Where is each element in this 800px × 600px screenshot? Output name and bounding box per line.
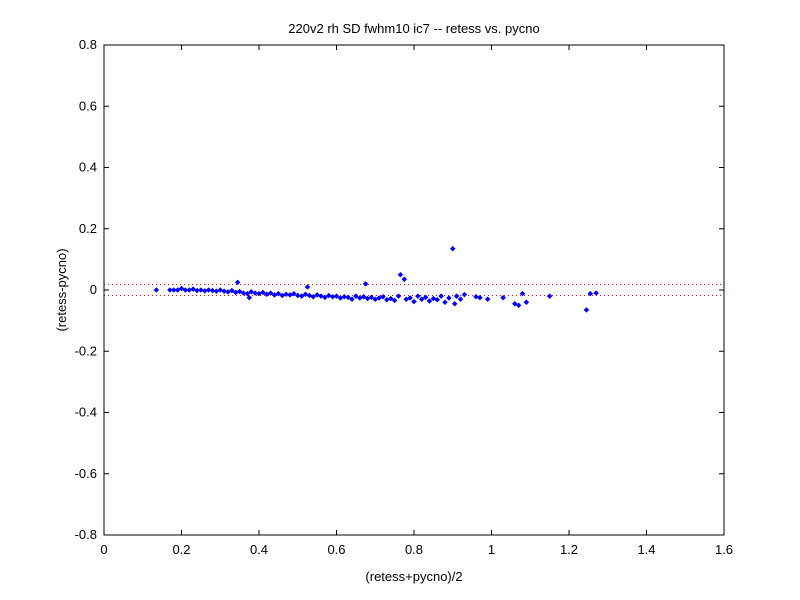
data-point (360, 293, 367, 300)
y-tick-label: 0 (90, 282, 97, 297)
data-point (260, 289, 266, 296)
x-axis-label: (retess+pycno)/2 (365, 569, 462, 584)
y-tick-label: -0.2 (75, 343, 97, 358)
y-tick-label: 0.8 (79, 37, 97, 52)
data-point (291, 290, 297, 297)
data-point (304, 284, 311, 290)
y-tick-label: 0.6 (79, 98, 97, 113)
data-point (395, 293, 402, 299)
data-point (229, 287, 235, 294)
reference-lines (104, 283, 724, 297)
data-point (407, 295, 413, 301)
x-tick-label: 0.8 (405, 542, 423, 557)
x-tick-label: 0.2 (172, 542, 190, 557)
data-point (275, 290, 282, 297)
data-point (221, 288, 227, 295)
data-point (451, 300, 458, 307)
data-point (236, 288, 243, 295)
data-point (310, 293, 317, 300)
data-point (368, 294, 375, 301)
data-point (174, 287, 181, 293)
x-axis-ticks: 0 0.2 0.4 0.6 0.8 1 1.2 1.4 1.6 (100, 45, 733, 557)
data-point (434, 296, 441, 303)
data-point (411, 298, 417, 305)
data-point (252, 290, 258, 296)
y-axis-ticks: -0.8 -0.6 -0.4 -0.2 0 0.2 0.4 0.6 0.8 (75, 37, 724, 542)
data-point (246, 294, 253, 301)
y-axis-label: (retess-pycno) (54, 248, 69, 331)
data-point (387, 295, 394, 302)
x-tick-label: 0.6 (327, 542, 345, 557)
data-point (442, 299, 448, 306)
data-point (546, 293, 553, 299)
data-point (267, 290, 274, 296)
data-point (453, 293, 460, 299)
y-tick-label: 0.4 (79, 160, 97, 175)
x-tick-label: 0 (100, 542, 107, 557)
data-point (153, 287, 160, 293)
data-point (426, 298, 433, 304)
x-tick-label: 0.4 (250, 542, 268, 557)
data-point (583, 307, 590, 313)
data-point (341, 293, 348, 300)
data-point (298, 293, 305, 299)
data-point (362, 281, 369, 287)
data-point (190, 286, 196, 292)
data-point (234, 279, 241, 286)
y-tick-label: -0.6 (75, 466, 97, 481)
data-points (153, 245, 599, 313)
data-point (167, 287, 173, 293)
data-point (418, 296, 425, 303)
data-point (449, 245, 456, 252)
data-point (473, 293, 479, 300)
data-point (333, 293, 340, 299)
x-tick-label: 1.4 (637, 542, 655, 557)
data-point (240, 290, 247, 296)
data-point (209, 287, 216, 294)
data-point (477, 294, 483, 301)
data-point (391, 297, 398, 304)
data-point (178, 285, 185, 292)
y-tick-label: -0.8 (75, 527, 97, 542)
data-point (587, 290, 594, 297)
data-point (198, 287, 204, 293)
x-tick-label: 1 (488, 542, 495, 557)
y-tick-label: 0.2 (79, 221, 97, 236)
data-point (593, 290, 599, 296)
data-point (380, 293, 386, 300)
x-tick-label: 1.2 (560, 542, 578, 557)
data-point (401, 276, 408, 283)
data-point (294, 292, 301, 299)
data-point (322, 294, 328, 301)
data-point (397, 271, 404, 278)
data-point (446, 295, 452, 301)
data-point (523, 299, 530, 306)
data-point (519, 290, 526, 297)
data-point (500, 294, 506, 301)
data-point (244, 290, 251, 297)
data-point (422, 294, 429, 301)
data-point (205, 287, 212, 293)
data-point (182, 287, 189, 293)
data-point (438, 293, 444, 299)
x-tick-label: 1.6 (715, 542, 733, 557)
data-point (457, 296, 464, 303)
data-point (345, 294, 351, 301)
data-point (484, 296, 491, 303)
data-point (170, 287, 177, 293)
data-point (461, 291, 468, 298)
data-point (511, 300, 518, 307)
data-point (415, 293, 421, 299)
data-point (515, 302, 522, 309)
y-tick-label: -0.4 (75, 405, 97, 420)
chart-title: 220v2 rh SD fwhm10 ic7 -- retess vs. pyc… (288, 21, 539, 36)
data-point (353, 293, 359, 299)
data-point (283, 291, 289, 298)
data-point (349, 296, 355, 303)
